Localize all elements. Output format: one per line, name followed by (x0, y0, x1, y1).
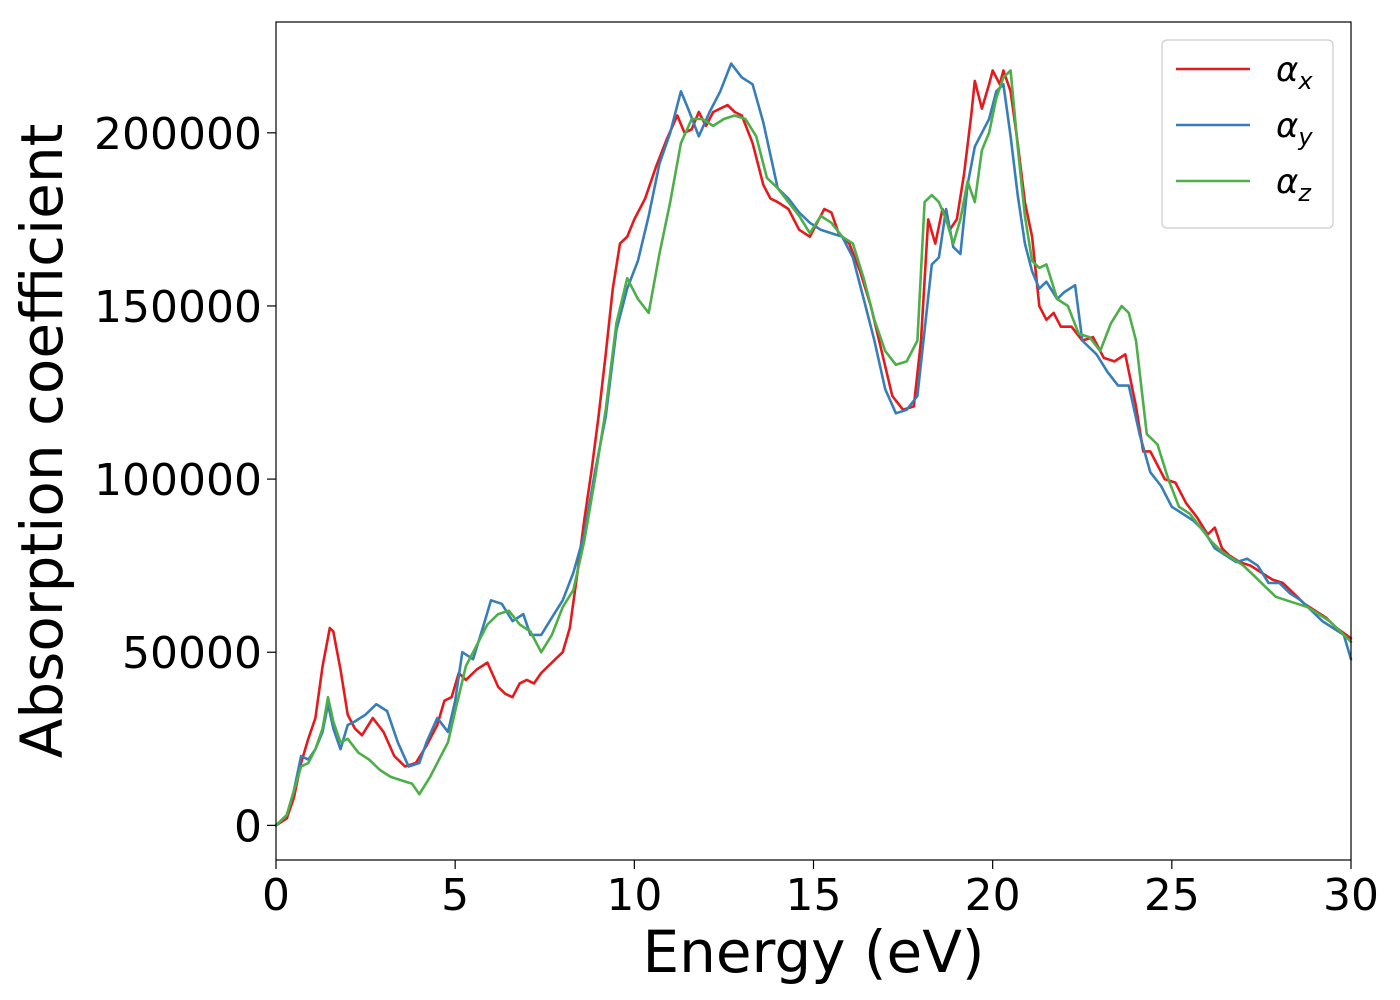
y-tick-label: 100000 (94, 455, 262, 506)
y-tick-label: 50000 (122, 628, 262, 679)
x-axis: 0 5 10 15 20 25 30 (262, 860, 1379, 921)
series-line-2 (274, 62, 1353, 827)
x-tick-label: 15 (786, 870, 842, 921)
x-tick-label: 0 (262, 870, 290, 921)
series-layer (274, 62, 1353, 827)
y-axis: 0 50000 100000 150000 200000 (94, 109, 276, 852)
x-tick-label: 20 (965, 870, 1021, 921)
x-axis-label: Energy (eV) (642, 918, 984, 986)
legend: αx αy αz (1161, 39, 1334, 229)
legend-label: αy (1276, 106, 1313, 151)
series-line-3 (274, 69, 1353, 827)
legend-label: αx (1276, 50, 1313, 95)
x-tick-label: 10 (606, 870, 662, 921)
x-tick-label: 30 (1323, 870, 1379, 921)
y-axis-label: Absorption coefficient (8, 124, 76, 759)
y-tick-label: 0 (234, 801, 262, 852)
x-tick-label: 5 (441, 870, 469, 921)
legend-label: αz (1276, 162, 1312, 207)
y-tick-label: 200000 (94, 109, 262, 160)
x-tick-label: 25 (1144, 870, 1200, 921)
y-tick-label: 150000 (94, 282, 262, 333)
